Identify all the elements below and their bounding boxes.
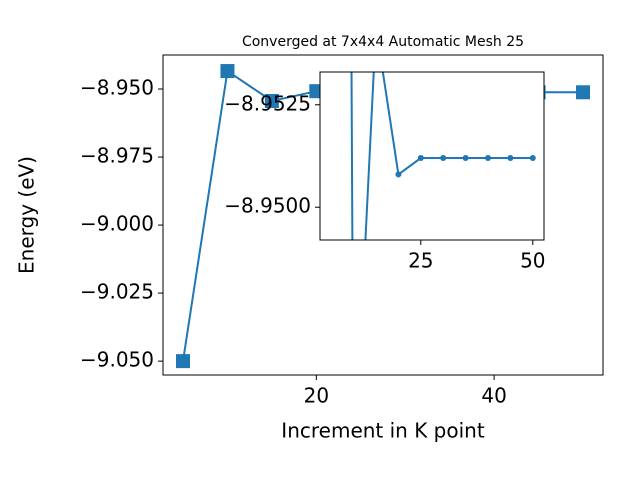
y-tick-label: −9.050 (80, 348, 154, 372)
x-tick-label: 40 (481, 384, 506, 408)
y-tick-label: −8.9500 (224, 194, 311, 218)
x-tick-label: 20 (304, 384, 329, 408)
axes-frame (162, 54, 604, 376)
y-tick-label: −9.025 (80, 280, 154, 304)
chart-title: Converged at 7x4x4 Automatic Mesh 25 (242, 34, 524, 50)
marker (176, 354, 190, 369)
marker (507, 155, 514, 162)
marker (417, 155, 424, 162)
marker (485, 155, 491, 162)
y-tick-label: −8.9525 (224, 91, 311, 115)
marker (264, 93, 279, 108)
axes-frame (319, 71, 545, 241)
marker (529, 155, 536, 162)
line (350, 72, 533, 240)
x-axis-label: Increment in K point (281, 419, 485, 443)
marker (220, 64, 235, 79)
marker (373, 24, 379, 30)
x-tick-label: 25 (408, 249, 433, 273)
y-tick-label: −9.000 (80, 212, 154, 236)
y-axis-label: Energy (eV) (15, 156, 39, 274)
y-tick-label: −8.975 (80, 144, 154, 168)
x-tick-label: 50 (520, 249, 545, 273)
marker (462, 155, 469, 162)
plot-area (350, 24, 536, 480)
marker (395, 171, 402, 178)
y-tick-label: −8.950 (80, 76, 154, 100)
marker (440, 155, 447, 162)
marker (351, 475, 357, 480)
inset-background (320, 72, 544, 240)
marker (576, 85, 590, 100)
